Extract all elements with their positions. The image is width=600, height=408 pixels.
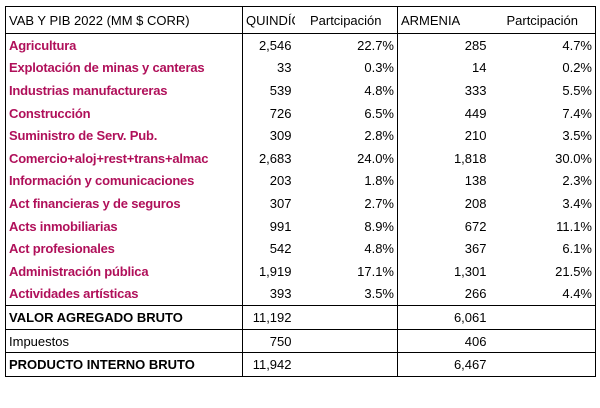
quindio-share: 24.0% (294, 146, 398, 170)
armenia-value: 266 (464, 286, 487, 302)
table-row: Explotación de minas y canteras 33 0.3% … (5, 56, 596, 80)
table-row: Comercio+aloj+rest+trans+almac 2,683 24.… (5, 146, 596, 170)
quindio-share: 2.7% (294, 192, 398, 215)
sector-label: Acts inmobiliarias (5, 214, 243, 238)
empty-cell (294, 328, 398, 353)
quindio-value: 991 (269, 218, 292, 234)
quindio-value: 539 (269, 82, 292, 98)
sector-label: Act profesionales (5, 237, 243, 260)
table-row: Agricultura 2,546 22.7% 285 4.7% (5, 33, 596, 57)
armenia-share: 6.1% (489, 237, 596, 260)
quindio-share: 4.8% (294, 79, 398, 102)
total-label: PRODUCTO INTERNO BRUTO (5, 352, 243, 377)
armenia-share: 11.1% (489, 214, 596, 238)
quindio-value: 393 (269, 286, 292, 302)
vab-pib-table: VAB Y PIB 2022 (MM $ CORR) QUINDÍO Partc… (5, 6, 596, 377)
quindio-share: 1.8% (294, 169, 398, 193)
quindio-value: 2,683 (258, 150, 292, 166)
armenia-share: 2.3% (489, 169, 596, 193)
table-row: Acts inmobiliarias 991 8.9% 672 11.1% (5, 214, 596, 238)
armenia-value: 367 (464, 241, 487, 257)
armenia-value: 672 (464, 218, 487, 234)
sector-label: Agricultura (5, 33, 243, 57)
col-header-quindio: QUINDÍO (242, 6, 295, 34)
quindio-value: 203 (269, 173, 292, 189)
total-row-pib: PRODUCTO INTERNO BRUTO 11,942 6,467 (5, 352, 596, 377)
quindio-value: 1,919 (258, 263, 292, 279)
quindio-share: 6.5% (294, 101, 398, 125)
col-header-participacion-armenia: Partcipación (489, 6, 596, 34)
col-header-participacion-quindio: Partcipación (294, 6, 398, 34)
quindio-share: 4.8% (294, 237, 398, 260)
quindio-total: 750 (242, 328, 295, 353)
armenia-share: 21.5% (489, 259, 596, 283)
quindio-value: 542 (269, 241, 292, 257)
quindio-value: 307 (269, 195, 292, 211)
empty-cell (489, 305, 596, 330)
armenia-value: 14 (472, 60, 487, 76)
quindio-share: 3.5% (294, 282, 398, 306)
quindio-share: 0.3% (294, 56, 398, 80)
quindio-share: 2.8% (294, 124, 398, 147)
quindio-share: 8.9% (294, 214, 398, 238)
armenia-value: 138 (464, 173, 487, 189)
armenia-value: 1,301 (453, 263, 487, 279)
table-row: Actividades artísticas 393 3.5% 266 4.4% (5, 282, 596, 306)
empty-cell (489, 328, 596, 353)
armenia-share: 5.5% (489, 79, 596, 102)
table-title: VAB Y PIB 2022 (MM $ CORR) (5, 6, 243, 34)
armenia-share: 3.4% (489, 192, 596, 215)
header-row: VAB Y PIB 2022 (MM $ CORR) QUINDÍO Partc… (5, 6, 596, 34)
armenia-share: 7.4% (489, 101, 596, 125)
sector-label: Explotación de minas y canteras (5, 56, 243, 80)
quindio-value: 33 (277, 60, 292, 76)
col-header-armenia: ARMENIA (397, 6, 490, 34)
quindio-value: 309 (269, 128, 292, 144)
quindio-share: 22.7% (294, 33, 398, 57)
empty-cell (489, 352, 596, 377)
armenia-share: 4.7% (489, 33, 596, 57)
armenia-total: 406 (397, 328, 490, 353)
armenia-share: 30.0% (489, 146, 596, 170)
quindio-total: 11,942 (242, 352, 295, 377)
sector-label: Act financieras y de seguros (5, 192, 243, 215)
armenia-total: 6,467 (397, 352, 490, 377)
quindio-value: 726 (269, 105, 292, 121)
armenia-value: 285 (464, 37, 487, 53)
table-row: Construcción 726 6.5% 449 7.4% (5, 101, 596, 125)
table-row: Suministro de Serv. Pub. 309 2.8% 210 3.… (5, 124, 596, 147)
armenia-value: 208 (464, 195, 487, 211)
quindio-share: 17.1% (294, 259, 398, 283)
armenia-total: 6,061 (397, 305, 490, 330)
total-row-vab: VALOR AGREGADO BRUTO 11,192 6,061 (5, 305, 596, 330)
armenia-value: 210 (464, 128, 487, 144)
armenia-share: 3.5% (489, 124, 596, 147)
armenia-value: 333 (464, 82, 487, 98)
sector-label: Administración pública (5, 259, 243, 283)
empty-cell (294, 352, 398, 377)
table-row: Act profesionales 542 4.8% 367 6.1% (5, 237, 596, 260)
sector-label: Suministro de Serv. Pub. (5, 124, 243, 147)
total-label: Impuestos (5, 328, 243, 353)
armenia-value: 1,818 (453, 150, 487, 166)
quindio-value: 2,546 (258, 37, 292, 53)
sector-label: Construcción (5, 101, 243, 125)
sector-label: Industrias manufactureras (5, 79, 243, 102)
quindio-total: 11,192 (242, 305, 295, 330)
sector-label: Información y comunicaciones (5, 169, 243, 193)
armenia-share: 4.4% (489, 282, 596, 306)
sector-label: Comercio+aloj+rest+trans+almac (5, 146, 243, 170)
total-label: VALOR AGREGADO BRUTO (5, 305, 243, 330)
table-row: Industrias manufactureras 539 4.8% 333 5… (5, 79, 596, 102)
armenia-value: 449 (464, 105, 487, 121)
table-row: Administración pública 1,919 17.1% 1,301… (5, 259, 596, 283)
empty-cell (294, 305, 398, 330)
table-row: Act financieras y de seguros 307 2.7% 20… (5, 192, 596, 215)
armenia-share: 0.2% (489, 56, 596, 80)
total-row-impuestos: Impuestos 750 406 (5, 328, 596, 353)
sector-label: Actividades artísticas (5, 282, 243, 306)
table-row: Información y comunicaciones 203 1.8% 13… (5, 169, 596, 193)
